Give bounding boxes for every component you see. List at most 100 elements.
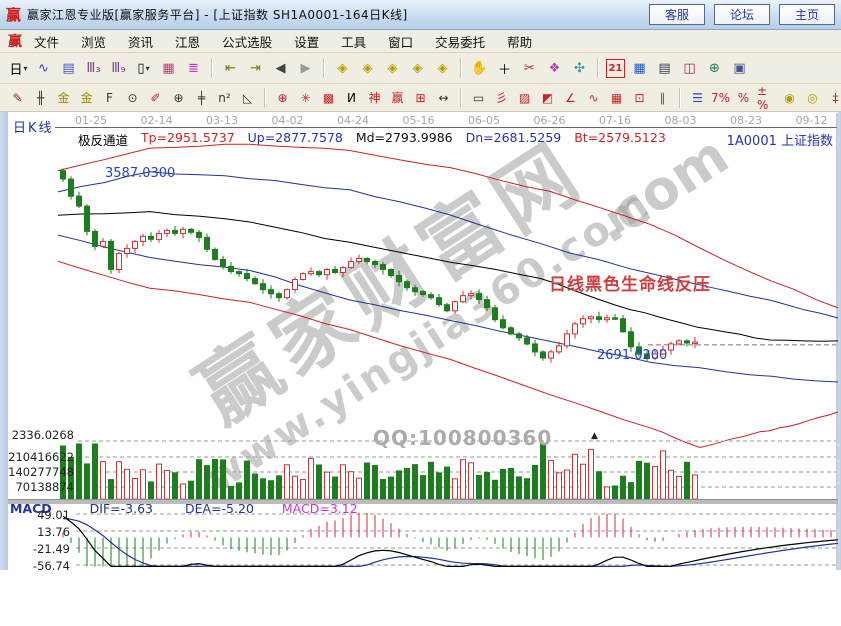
window-left-border: [0, 112, 8, 570]
menu-item-5[interactable]: 设置: [294, 34, 320, 50]
report-doc-icon[interactable]: ▤: [658, 60, 671, 76]
levels-list-icon[interactable]: ☰: [692, 90, 703, 105]
frame-tool-icon[interactable]: ▭: [472, 90, 485, 105]
gold-gann-a-icon[interactable]: 金: [57, 91, 70, 105]
candlestick: [436, 297, 442, 306]
menu-item-1[interactable]: 浏览: [81, 34, 107, 50]
volume-bar: [340, 464, 346, 500]
shen-tool-icon[interactable]: 神: [368, 91, 381, 105]
remote-pc-icon[interactable]: ▣: [733, 60, 746, 76]
network-pc-icon[interactable]: ⊕: [709, 60, 720, 76]
ruler-ticks-icon[interactable]: ╫: [36, 90, 45, 105]
measure-tool-icon[interactable]: ‡: [832, 90, 839, 105]
red-chart-icon[interactable]: ▦: [162, 60, 175, 76]
gann-grid-2-icon[interactable]: ⊡: [634, 90, 645, 105]
menu-item-2[interactable]: 资讯: [128, 34, 154, 50]
angle-tool-icon[interactable]: ∠: [565, 90, 576, 105]
candlestick: [252, 278, 258, 285]
calculator-icon[interactable]: ▦: [633, 60, 646, 76]
target-circle-icon[interactable]: ⊕: [277, 90, 288, 105]
gann-nav-2-icon[interactable]: ◈: [362, 60, 373, 76]
titlebar-button-forum[interactable]: 论坛: [714, 4, 770, 25]
hand-tool-icon[interactable]: ✋: [471, 60, 488, 76]
candlestick: [268, 289, 274, 295]
ruler-2-icon[interactable]: ╪: [197, 90, 206, 105]
go-next-icon[interactable]: ▶: [300, 60, 311, 76]
wave-chart-icon[interactable]: ∿: [38, 60, 49, 76]
volume-bar: [476, 474, 482, 500]
order-note-icon[interactable]: ▤: [62, 60, 75, 76]
color-histogram-icon[interactable]: ≣: [188, 60, 199, 76]
titlebar-button-customer-service[interactable]: 客服: [649, 4, 705, 25]
candlestick: [500, 319, 506, 329]
window-right-border: [838, 112, 841, 570]
candlestick: [116, 253, 122, 271]
crosshair-tool-icon[interactable]: ＋: [497, 62, 511, 78]
period-day-icon[interactable]: 日: [8, 58, 29, 79]
zigzag-tool-icon[interactable]: ∿: [588, 90, 599, 105]
gann-grid-icon[interactable]: ▦: [610, 90, 623, 105]
gold-circle-2-icon[interactable]: ◎: [807, 90, 818, 105]
candlestick: [172, 229, 178, 234]
titlebar-button-home[interactable]: 主页: [779, 4, 835, 25]
gann-nav-4-icon[interactable]: ◈: [412, 60, 423, 76]
save-floppy-icon[interactable]: ◫: [683, 60, 696, 76]
macd-macd-value: MACD=3.12: [281, 501, 358, 516]
smart-analysis-icon[interactable]: ✣: [574, 60, 585, 76]
percent-tool-icon[interactable]: %: [737, 90, 750, 105]
go-last-icon[interactable]: ⇥: [250, 60, 261, 76]
menu-item-4[interactable]: 公式选股: [222, 34, 273, 50]
width-arrows-icon[interactable]: ↔: [438, 90, 449, 105]
date-axis-label: 01-25: [75, 114, 107, 127]
cycle-compass-icon[interactable]: ⊕: [173, 90, 184, 105]
macd-dif-line: [62, 515, 840, 568]
brush-tool-icon[interactable]: ✎: [12, 90, 23, 105]
menu-item-3[interactable]: 江恩: [175, 34, 201, 50]
gold-gann-b-icon[interactable]: 金: [80, 91, 93, 105]
volume-bar: [628, 482, 634, 500]
burst-box-icon[interactable]: ✳: [300, 90, 311, 105]
spiral-tool-icon[interactable]: ⊙: [127, 90, 138, 105]
gann-nav-1-icon[interactable]: ◈: [337, 60, 348, 76]
go-first-icon[interactable]: ⇤: [225, 60, 236, 76]
gann-fan-icon[interactable]: 彡: [495, 91, 508, 105]
menu-item-0[interactable]: 文件: [34, 34, 60, 50]
percent-band-icon[interactable]: 7%: [710, 90, 731, 105]
channel-param-4: Bt=2579.5123: [574, 130, 666, 145]
cut-tool-icon[interactable]: ✂: [524, 60, 535, 76]
fan-box-icon[interactable]: ▨: [518, 90, 531, 105]
menu-item-9[interactable]: 帮助: [507, 34, 533, 50]
k-mark-icon[interactable]: И: [347, 90, 356, 105]
ying-tool-icon[interactable]: 赢: [391, 91, 404, 105]
gold-circle-icon[interactable]: ◉: [784, 90, 795, 105]
calendar-icon[interactable]: 21: [606, 58, 625, 78]
pen-2-icon[interactable]: ✐: [150, 90, 161, 105]
parallel-lines-icon[interactable]: ∥: [659, 90, 666, 105]
gann-nav-3-icon[interactable]: ◈: [387, 60, 398, 76]
channel-line-Up: [57, 171, 839, 319]
annotation-peak-price: 3587.0300: [105, 166, 176, 181]
ribbon-tool-icon[interactable]: ❖: [548, 60, 561, 76]
volume-bar: [92, 443, 98, 500]
set-square-icon[interactable]: ◺: [242, 90, 253, 105]
wave-9-icon[interactable]: Ⅲ₉: [111, 60, 126, 76]
percent-offset-icon[interactable]: ±%: [757, 83, 769, 112]
menu-item-7[interactable]: 窗口: [388, 34, 414, 50]
go-prev-icon[interactable]: ◀: [275, 60, 286, 76]
grid-box-icon[interactable]: ▩: [322, 90, 335, 105]
volume-bar: [332, 476, 338, 500]
candlestick: [692, 341, 698, 345]
gann-nav-5-icon[interactable]: ◈: [437, 60, 448, 76]
n-square-icon[interactable]: n²: [218, 90, 231, 105]
grid-numbers-icon[interactable]: ⊞: [415, 90, 426, 105]
menu-item-6[interactable]: 工具: [341, 34, 367, 50]
menu-item-8[interactable]: 交易委托: [435, 34, 486, 50]
fan-box-2-icon[interactable]: ◩: [541, 90, 554, 105]
tool-f-icon[interactable]: F: [106, 90, 113, 105]
macd-axis-label: 49.01: [37, 508, 70, 522]
volume-bar: [684, 461, 690, 500]
wave-3-icon[interactable]: Ⅲ₃: [86, 60, 101, 76]
candle-style-icon[interactable]: ▯: [133, 58, 154, 79]
volume-bar: [588, 448, 594, 500]
toolbar-separator: [323, 58, 325, 78]
